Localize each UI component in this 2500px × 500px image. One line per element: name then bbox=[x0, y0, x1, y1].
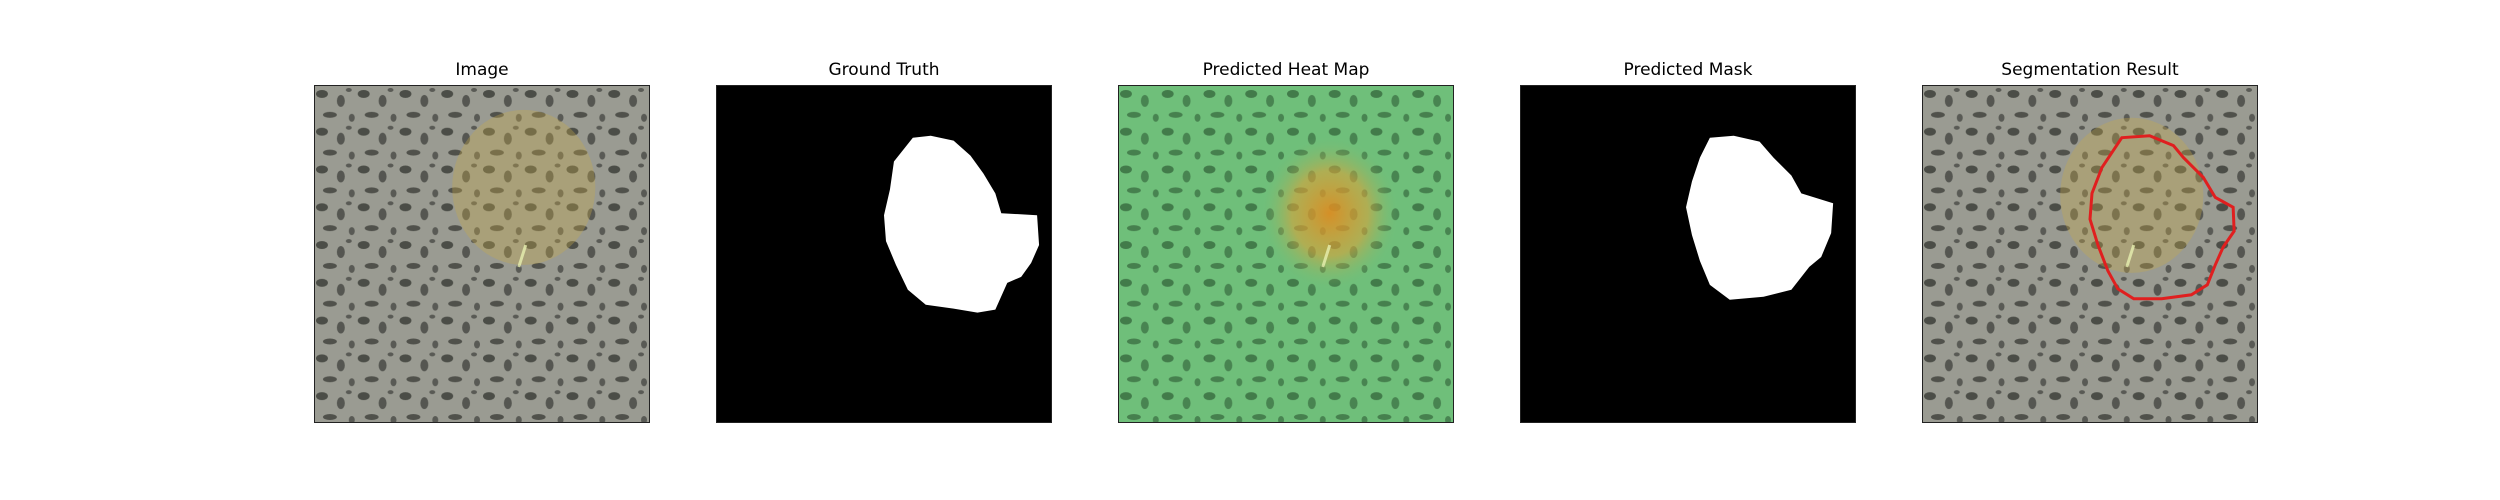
heat-map-image bbox=[1119, 86, 1453, 422]
panel-title-ground-truth: Ground Truth bbox=[828, 60, 940, 80]
ground-truth-region bbox=[884, 135, 1040, 313]
panel-title-predicted-mask: Predicted Mask bbox=[1623, 60, 1753, 80]
segmentation-contour bbox=[2088, 134, 2236, 301]
panel-title-image: Image bbox=[455, 60, 509, 80]
panel-title-segmentation-result: Segmentation Result bbox=[2001, 60, 2179, 80]
predicted-mask bbox=[1521, 86, 1855, 422]
segmentation-overlay bbox=[1923, 86, 2257, 422]
ground-truth-frame bbox=[716, 85, 1052, 423]
lesion-region bbox=[452, 109, 596, 265]
segmentation-frame bbox=[1922, 85, 2258, 423]
heat-hotspot bbox=[1260, 135, 1400, 291]
image-frame bbox=[314, 85, 650, 423]
predicted-region bbox=[1686, 135, 1834, 300]
heat-map-frame bbox=[1118, 85, 1454, 423]
panel-title-heat-map: Predicted Heat Map bbox=[1202, 60, 1370, 80]
input-image bbox=[315, 86, 649, 422]
predicted-mask-frame bbox=[1520, 85, 1856, 423]
ground-truth-mask bbox=[717, 86, 1051, 422]
